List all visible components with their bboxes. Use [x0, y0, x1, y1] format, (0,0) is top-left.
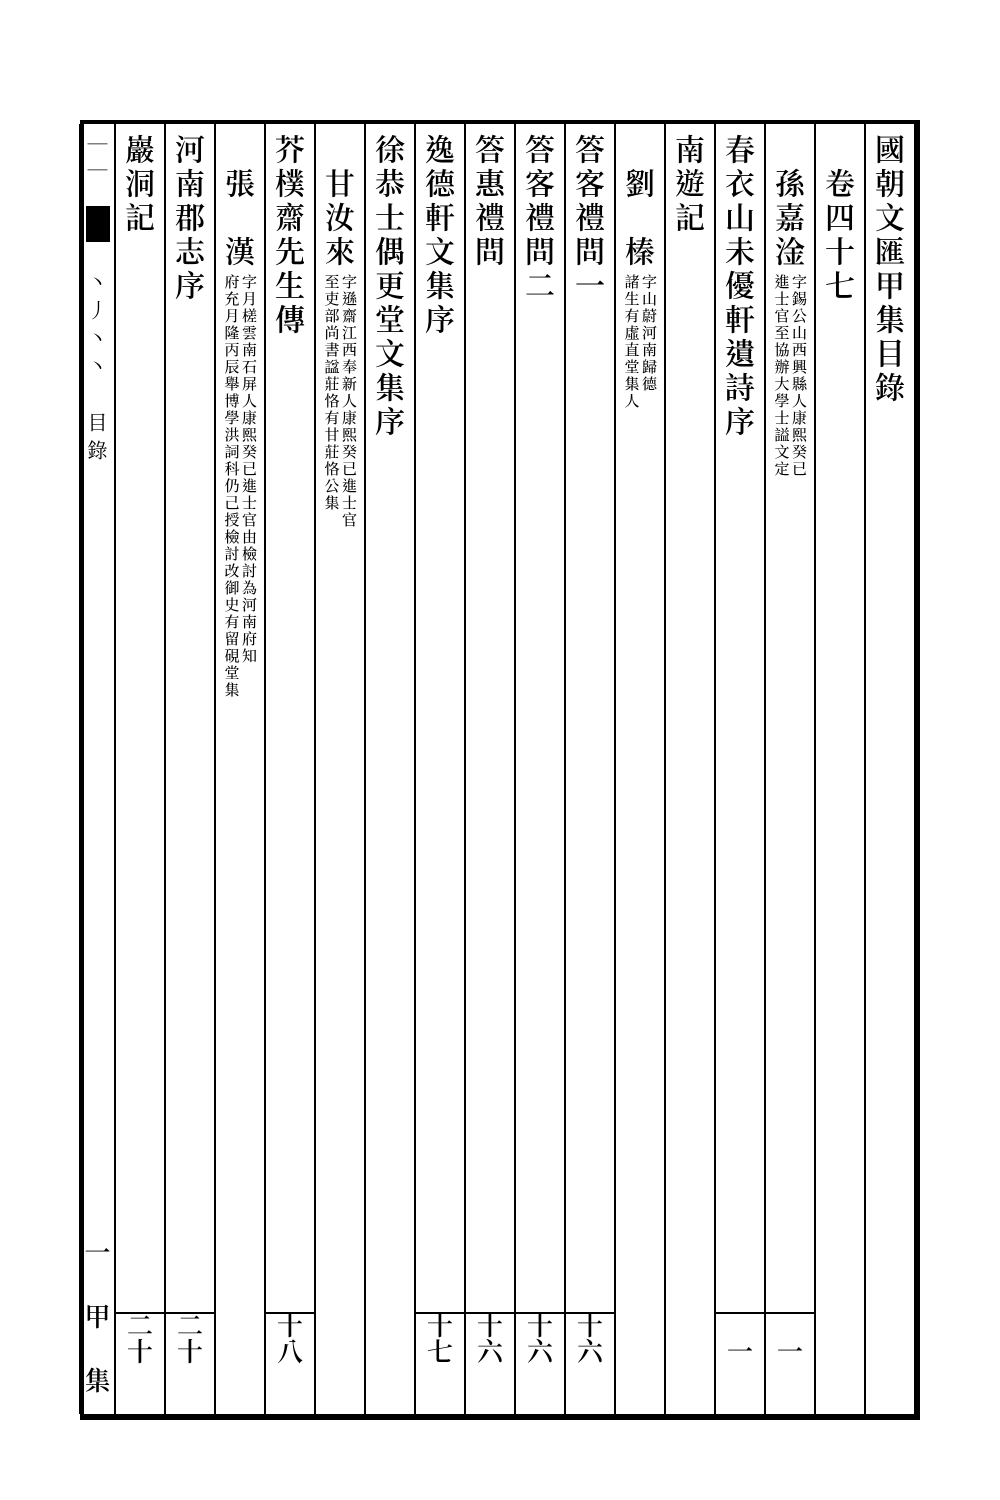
text-column: 答客禮問一十六 [564, 124, 614, 1414]
column-main-text: 劉 榛 [618, 134, 662, 270]
page-number: 十六 [572, 1312, 609, 1364]
page-number: 一 [722, 1338, 759, 1364]
page-number: 十六 [472, 1312, 509, 1364]
page-number: 十八 [272, 1312, 309, 1364]
page-frame: 國朝文匯甲集目錄 卷四十七 孫嘉淦字錫公山西興縣人康熙癸已進士官至協辦大學士謚文… [80, 120, 920, 1420]
page-number: 十七 [422, 1312, 459, 1364]
page-number: 二十 [122, 1312, 159, 1364]
column-main-text: 南遊記 [668, 134, 712, 236]
spine-bottom: 一 甲 集 [79, 1239, 116, 1399]
page-number: 十六 [522, 1312, 559, 1364]
text-column: 國朝文匯甲集目錄 [864, 124, 914, 1414]
column-main-text: 徐恭士偶更堂文集序 [368, 134, 412, 440]
text-column: 芥樸齋先生傳十八 [264, 124, 314, 1414]
column-main-text: 芥樸齋先生傳 [268, 134, 312, 338]
column-main-text: 卷四十七 [818, 134, 862, 304]
text-column: 春衣山未優軒遺詩序一 [714, 124, 764, 1414]
column-main-text: 張 漢 [218, 134, 262, 270]
spine-column: ｜｜ 丶丿丶丶 目錄一 甲 集 [79, 124, 114, 1414]
column-main-text: 答客禮問一 [568, 134, 612, 304]
text-column: 孫嘉淦字錫公山西興縣人康熙癸已進士官至協辦大學士謚文定一 [764, 124, 814, 1414]
page-number: 二十 [172, 1312, 209, 1364]
text-column: 卷四十七 [814, 124, 864, 1414]
text-column: 答惠禮問十六 [464, 124, 514, 1414]
spine-mid: 丶丿丶丶 目錄 [83, 272, 112, 468]
column-annotation: 字月槎雲南石屏人康熙癸已進士官由檢討為河南府知府充月隆丙辰舉博學洪詞科仍己授檢討… [223, 274, 257, 699]
text-column: 巖洞記二十 [114, 124, 164, 1414]
page-number: 一 [772, 1338, 809, 1364]
column-main-text: 答惠禮問 [468, 134, 512, 270]
column-annotation: 字遜齋江西奉新人康熙癸已進士官至吏部尚書諡莊恪有甘莊恪公集 [323, 274, 357, 529]
column-main-text: 甘汝來 [318, 134, 362, 270]
text-column: 答客禮問二十六 [514, 124, 564, 1414]
text-column: 甘汝來字遜齋江西奉新人康熙癸已進士官至吏部尚書諡莊恪有甘莊恪公集 [314, 124, 364, 1414]
text-column: 逸德軒文集序十七 [414, 124, 464, 1414]
column-main-text: 答客禮問二 [518, 134, 562, 304]
column-main-text: 孫嘉淦 [768, 134, 812, 270]
spine-top: ｜｜ [83, 134, 112, 186]
column-main-text: 國朝文匯甲集目錄 [868, 134, 912, 406]
column-main-text: 春衣山未優軒遺詩序 [718, 134, 762, 440]
column-annotation: 字山蔚河南歸德諸生有虛直堂集人 [623, 274, 657, 410]
text-column: 河南郡志序二十 [164, 124, 214, 1414]
fishtail-mark [86, 206, 110, 242]
column-main-text: 巖洞記 [118, 134, 162, 236]
column-main-text: 河南郡志序 [168, 134, 212, 304]
column-annotation: 字錫公山西興縣人康熙癸已進士官至協辦大學士謚文定 [773, 274, 807, 478]
text-column: 南遊記 [664, 124, 714, 1414]
text-column: 劉 榛字山蔚河南歸德諸生有虛直堂集人 [614, 124, 664, 1414]
text-column: 徐恭士偶更堂文集序 [364, 124, 414, 1414]
text-column: 張 漢字月槎雲南石屏人康熙癸已進士官由檢討為河南府知府充月隆丙辰舉博學洪詞科仍己… [214, 124, 264, 1414]
column-main-text: 逸德軒文集序 [418, 134, 462, 338]
